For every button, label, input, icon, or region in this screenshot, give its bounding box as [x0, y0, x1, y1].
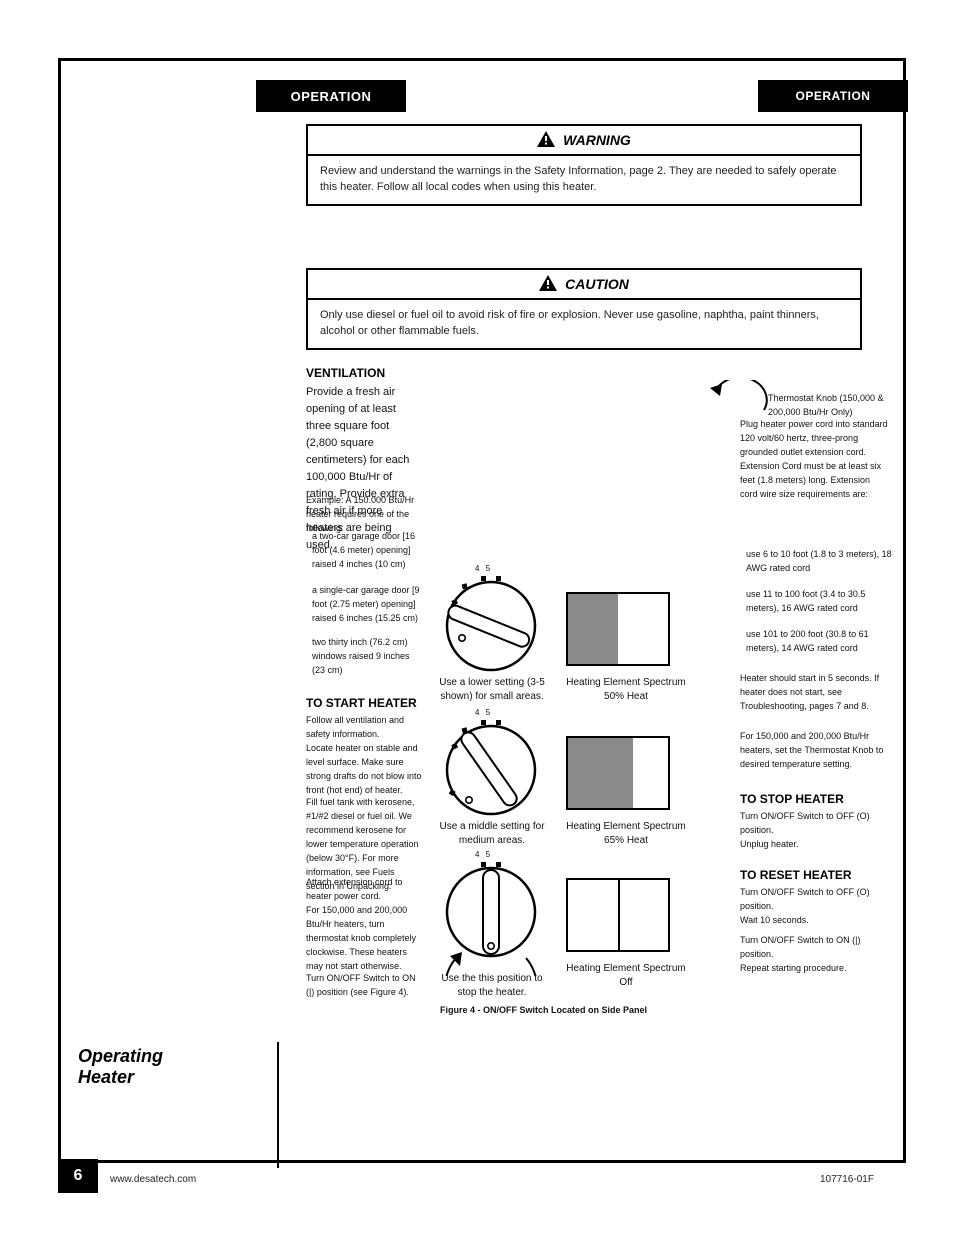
stop-title: TO STOP HEATER [740, 792, 844, 806]
heat-panel-row2 [566, 736, 670, 810]
footer-brand: www.desatech.com [110, 1174, 196, 1185]
row2-caption-right: Heating Element Spectrum 65% Heat [566, 820, 686, 847]
figure-caption: Figure 4 - ON/OFF Switch Located on Side… [440, 1004, 690, 1018]
header-bar-left: OPERATION [256, 80, 406, 112]
warning-text: Review and understand the warnings in th… [308, 156, 860, 204]
heat-shade-row2 [568, 738, 633, 808]
page-frame-right [903, 58, 906, 1163]
warning-label: WARNING [563, 132, 631, 148]
heat-panel-row3 [566, 878, 670, 952]
caution-label: CAUTION [565, 276, 629, 292]
caution-icon [539, 275, 557, 294]
row3-caption-right: Heating Element Spectrum Off [566, 962, 686, 989]
column-separator [277, 1042, 279, 1168]
caution-header: CAUTION [308, 270, 860, 300]
heat-panel-row1 [566, 592, 670, 666]
row3-caption-left: Use the this position to stop the heater… [438, 972, 546, 999]
header-bar-right: OPERATION [758, 80, 908, 112]
page-number: 6 [58, 1159, 98, 1193]
thermostat-caption: Thermostat Knob (150,000 & 200,000 Btu/H… [768, 392, 888, 420]
panel-divider [618, 880, 620, 950]
heater-should: Heater should start in 5 seconds. If hea… [740, 672, 894, 714]
caution-box: CAUTION Only use diesel or fuel oil to a… [306, 268, 862, 350]
start-title: TO START HEATER [306, 696, 417, 710]
warning-icon [537, 131, 555, 150]
start-step-5: For 150,000 and 200,000 Btu/Hr heaters, … [306, 904, 424, 974]
caution-text: Only use diesel or fuel oil to avoid ris… [308, 300, 860, 348]
start-step-4: Attach extension cord to heater power co… [306, 876, 424, 904]
ventilation-bullet-2: a single-car garage door [9 foot (2.75 m… [312, 584, 424, 626]
cord-spec-3: use 101 to 200 foot (30.8 to 61 meters),… [746, 628, 894, 656]
warning-header: WARNING [308, 126, 860, 156]
thermostat-knob-row1 [436, 570, 546, 685]
start-step-6: Turn ON/OFF Switch to ON (|) position (s… [306, 972, 424, 1000]
thermostat-knob-row3 [436, 856, 546, 981]
row1-caption-left: Use a lower setting (3-5 shown) for smal… [438, 676, 546, 703]
stop-step-2: Unplug heater. [740, 838, 894, 852]
warning-box: WARNING Review and understand the warnin… [306, 124, 862, 206]
ventilation-title: VENTILATION [306, 366, 385, 380]
footer-part-number: 107716-01F [820, 1174, 874, 1185]
row1-caption-right: Heating Element Spectrum 50% Heat [566, 676, 686, 703]
cord-spec-2: use 11 to 100 foot (3.4 to 30.5 meters),… [746, 588, 894, 616]
start-step-2: Locate heater on stable and level surfac… [306, 742, 424, 798]
reset-step-3: Turn ON/OFF Switch to ON (|) position. [740, 934, 894, 962]
row2-caption-left: Use a middle setting for medium areas. [438, 820, 546, 847]
reset-step-1: Turn ON/OFF Switch to OFF (O) position. [740, 886, 894, 914]
start-step-8: For 150,000 and 200,000 Btu/Hr heaters, … [740, 730, 894, 772]
stop-step-1: Turn ON/OFF Switch to OFF (O) position. [740, 810, 894, 838]
reset-title: TO RESET HEATER [740, 868, 852, 882]
ventilation-bullet-1: a two-car garage door [16 foot (4.6 mete… [312, 530, 424, 572]
start-step-7: Plug heater power cord into standard 120… [740, 418, 890, 502]
thermostat-knob-row2 [436, 714, 546, 829]
reset-step-4: Repeat starting procedure. [740, 962, 894, 976]
page-frame-bottom [58, 1160, 906, 1163]
rotation-arrow-icon [706, 380, 768, 419]
reset-step-2: Wait 10 seconds. [740, 914, 894, 928]
sidebar-heading: Operating Heater [78, 1046, 163, 1088]
heat-shade-row1 [568, 594, 618, 664]
start-step-1: Follow all ventilation and safety inform… [306, 714, 424, 742]
manual-page: OPERATION OPERATION WARNING Review and u… [0, 0, 954, 1235]
ventilation-bullet-3: two thirty inch (76.2 cm) windows raised… [312, 636, 424, 678]
cord-spec-1: use 6 to 10 foot (1.8 to 3 meters), 18 A… [746, 548, 894, 576]
